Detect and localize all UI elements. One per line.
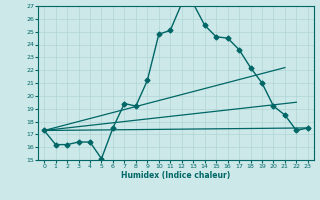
X-axis label: Humidex (Indice chaleur): Humidex (Indice chaleur) [121, 171, 231, 180]
